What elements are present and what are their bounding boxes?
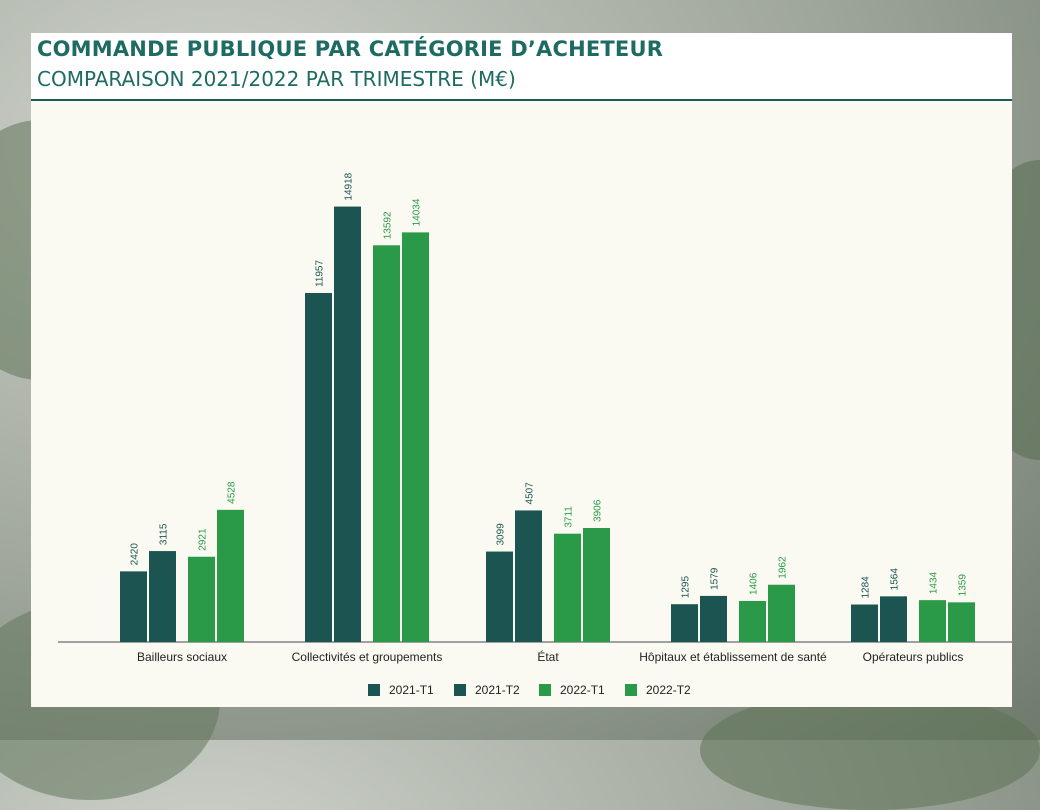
bar xyxy=(768,584,795,642)
bar xyxy=(486,551,513,642)
data-label: 1434 xyxy=(929,571,940,594)
legend-label: 2021-T1 xyxy=(389,683,434,697)
bar xyxy=(217,509,244,642)
data-label: 2420 xyxy=(130,543,141,566)
x-tick-label: Bailleurs sociaux xyxy=(137,650,227,664)
data-label: 1564 xyxy=(890,568,901,591)
data-label: 1962 xyxy=(778,556,789,579)
data-label: 14034 xyxy=(412,198,423,226)
legend-swatch xyxy=(625,684,637,696)
legend-swatch xyxy=(368,684,380,696)
bar xyxy=(373,245,400,642)
bar xyxy=(149,551,176,642)
bar xyxy=(851,604,878,642)
bar xyxy=(948,602,975,642)
x-tick-label: État xyxy=(537,649,559,664)
x-tick-label: Opérateurs publics xyxy=(863,650,964,664)
bar xyxy=(188,556,215,642)
legend-label: 2022-T2 xyxy=(646,683,691,697)
data-label: 4507 xyxy=(525,482,536,505)
legend-swatch xyxy=(454,684,466,696)
data-label: 11957 xyxy=(315,260,326,288)
x-tick-label: Hôpitaux et établissement de santé xyxy=(639,650,827,664)
data-label: 4528 xyxy=(227,481,238,504)
bar xyxy=(919,600,946,642)
data-label: 3115 xyxy=(159,523,170,545)
data-label: 1284 xyxy=(861,576,872,599)
bar xyxy=(402,232,429,642)
bar xyxy=(671,604,698,642)
legend-label: 2021-T2 xyxy=(475,683,520,697)
bar xyxy=(334,206,361,642)
bar xyxy=(700,595,727,642)
chart-card: COMMANDE PUBLIQUE PAR CATÉGORIE D’ACHETE… xyxy=(31,33,1012,707)
data-label: 3099 xyxy=(496,523,507,546)
bar xyxy=(880,596,907,642)
chart-subtitle: COMPARAISON 2021/2022 PAR TRIMESTRE (M€) xyxy=(37,67,516,91)
chart-header: COMMANDE PUBLIQUE PAR CATÉGORIE D’ACHETE… xyxy=(31,33,1012,101)
chart-title: COMMANDE PUBLIQUE PAR CATÉGORIE D’ACHETE… xyxy=(37,37,664,61)
data-label: 3906 xyxy=(593,499,604,522)
bar xyxy=(305,293,332,642)
data-label: 2921 xyxy=(198,528,209,551)
data-label: 13592 xyxy=(383,211,394,239)
legend-swatch xyxy=(539,684,551,696)
bar xyxy=(583,527,610,642)
bar xyxy=(120,571,147,642)
data-label: 14918 xyxy=(344,172,355,200)
data-label: 1359 xyxy=(958,574,969,597)
data-label: 1406 xyxy=(749,572,760,595)
bar xyxy=(739,600,766,642)
x-tick-label: Collectivités et groupements xyxy=(292,650,443,664)
data-label: 1295 xyxy=(681,576,692,599)
bar xyxy=(554,533,581,642)
bar xyxy=(515,510,542,642)
legend-label: 2022-T1 xyxy=(560,683,605,697)
bar-chart: 2420 3115 2921 4528 Bailleurs sociaux 11957 14… xyxy=(58,172,1012,697)
data-label: 1579 xyxy=(710,567,721,590)
data-label: 3711 xyxy=(564,506,575,528)
